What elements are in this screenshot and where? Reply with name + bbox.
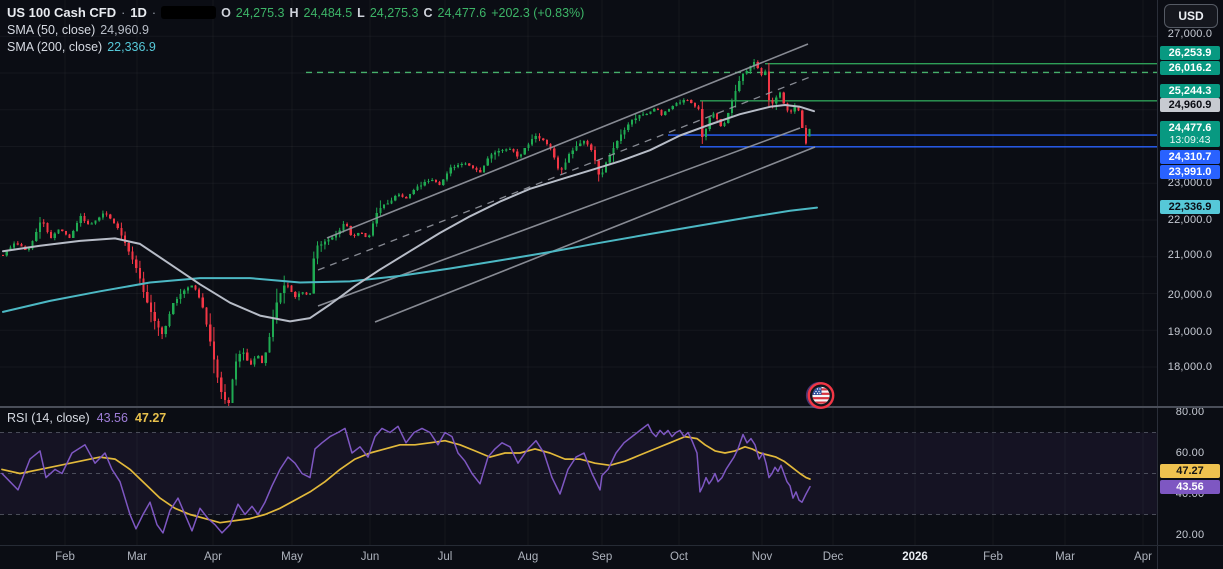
axis-tick-label: 23,000.0 — [1167, 177, 1213, 189]
price-label-badge: 43.56 — [1160, 480, 1220, 494]
time-axis-label[interactable]: Jul — [437, 551, 453, 563]
time-axis-label[interactable]: Apr — [204, 551, 222, 563]
axis-tick-label: 80.00 — [1175, 406, 1205, 418]
time-axis-label[interactable]: Mar — [127, 551, 147, 563]
high-value: 24,484.5 — [303, 5, 353, 20]
price-axis[interactable]: 27,000.0 23,000.0 22,000.0 21,000.0 20,000.0… — [1157, 0, 1223, 569]
time-axis-label[interactable]: Jun — [360, 551, 380, 563]
rsi-ma-value: 47.27 — [134, 411, 167, 425]
axis-tick-label: 19,000.0 — [1167, 326, 1213, 338]
time-axis-label[interactable]: Feb — [55, 551, 75, 563]
close-value: 24,477.6 — [437, 5, 487, 20]
sma50-line — [2, 104, 815, 323]
candles — [1, 58, 811, 406]
countdown-timer: 13:09:43 — [1169, 134, 1211, 146]
price-label-badge: 47.27 — [1160, 464, 1220, 478]
time-axis-label[interactable]: 2026 — [902, 551, 928, 563]
chart-legend: US 100 Cash CFD · 1D · O 24,275.3 H 24,484… — [7, 4, 584, 55]
rsi-value: 43.56 — [96, 411, 128, 425]
sma50-label: SMA (50, close) — [7, 22, 96, 37]
trendline[interactable] — [326, 43, 809, 239]
rsi-line — [1, 423, 811, 534]
symbol-title: US 100 Cash CFD — [7, 5, 117, 20]
open-label: O — [221, 5, 231, 20]
high-label: H — [289, 5, 299, 20]
time-axis-label[interactable]: Sep — [591, 551, 613, 563]
low-value: 24,275.3 — [369, 5, 419, 20]
price-pane[interactable] — [0, 0, 1157, 406]
time-axis-label[interactable]: Nov — [751, 551, 773, 563]
price-label-badge: 26,016.2 — [1160, 61, 1220, 75]
redacted-broker-name — [161, 6, 217, 19]
time-axis-label[interactable]: Dec — [822, 551, 844, 563]
sma50-row[interactable]: SMA (50, close) 24,960.9 — [7, 21, 584, 38]
time-axis-divider — [0, 545, 1223, 546]
axis-tick-label: 21,000.0 — [1167, 249, 1213, 261]
axis-tick-label: 27,000.0 — [1167, 28, 1213, 40]
low-label: L — [357, 5, 365, 20]
axis-tick-label: 60.00 — [1175, 447, 1205, 459]
pane-divider[interactable] — [0, 406, 1223, 408]
us-flag-logo — [805, 381, 835, 410]
symbol-row[interactable]: US 100 Cash CFD · 1D · O 24,275.3 H 24,484… — [7, 4, 584, 21]
change-value: +202.3 (+0.83%) — [491, 5, 585, 20]
rsi-label: RSI (14, close) — [7, 411, 90, 425]
time-axis-label[interactable]: Mar — [1055, 551, 1075, 563]
axis-tick-label: 18,000.0 — [1167, 361, 1213, 373]
sma50-value: 24,960.9 — [100, 22, 149, 37]
open-value: 24,275.3 — [235, 5, 285, 20]
time-axis-label[interactable]: Aug — [517, 551, 539, 563]
price-label-badge: 25,244.3 — [1160, 84, 1220, 98]
time-axis-label[interactable]: Apr — [1134, 551, 1152, 563]
currency-button[interactable]: USD — [1164, 4, 1218, 28]
sma200-line — [2, 206, 818, 313]
axis-tick-label: 22,000.0 — [1167, 214, 1213, 226]
sma200-value: 22,336.9 — [107, 39, 156, 54]
axis-tick-label: 20.00 — [1175, 529, 1205, 541]
sma200-label: SMA (200, close) — [7, 39, 103, 54]
trendline[interactable] — [374, 146, 816, 323]
price-label-badge: 22,336.9 — [1160, 200, 1220, 214]
time-axis-label[interactable]: Feb — [983, 551, 1003, 563]
rsi-pane[interactable] — [0, 408, 1157, 545]
separator-dot: · — [151, 5, 157, 20]
time-axis[interactable]: Feb Mar Apr May Jun Jul Aug Sep Oct Nov Dec 2026 Feb… — [0, 546, 1157, 569]
trendline[interactable] — [317, 76, 811, 271]
sma200-row[interactable]: SMA (200, close) 22,336.9 — [7, 38, 584, 55]
separator-dot: · — [121, 5, 126, 20]
rsi-legend[interactable]: RSI (14, close) 43.56 47.27 — [7, 411, 166, 425]
price-label-badge: 24,477.6 13:09:43 — [1160, 121, 1220, 147]
price-label-badge: 24,310.7 — [1160, 150, 1220, 164]
timeframe-label[interactable]: 1D — [130, 5, 147, 20]
price-label-badge: 26,253.9 — [1160, 46, 1220, 60]
close-label: C — [423, 5, 433, 20]
time-axis-label[interactable]: May — [281, 551, 303, 563]
price-label-badge: 23,991.0 — [1160, 165, 1220, 179]
axis-tick-label: 20,000.0 — [1167, 289, 1213, 301]
price-label-badge: 24,960.9 — [1160, 98, 1220, 112]
time-axis-label[interactable]: Oct — [670, 551, 688, 563]
trendline[interactable] — [317, 127, 801, 307]
